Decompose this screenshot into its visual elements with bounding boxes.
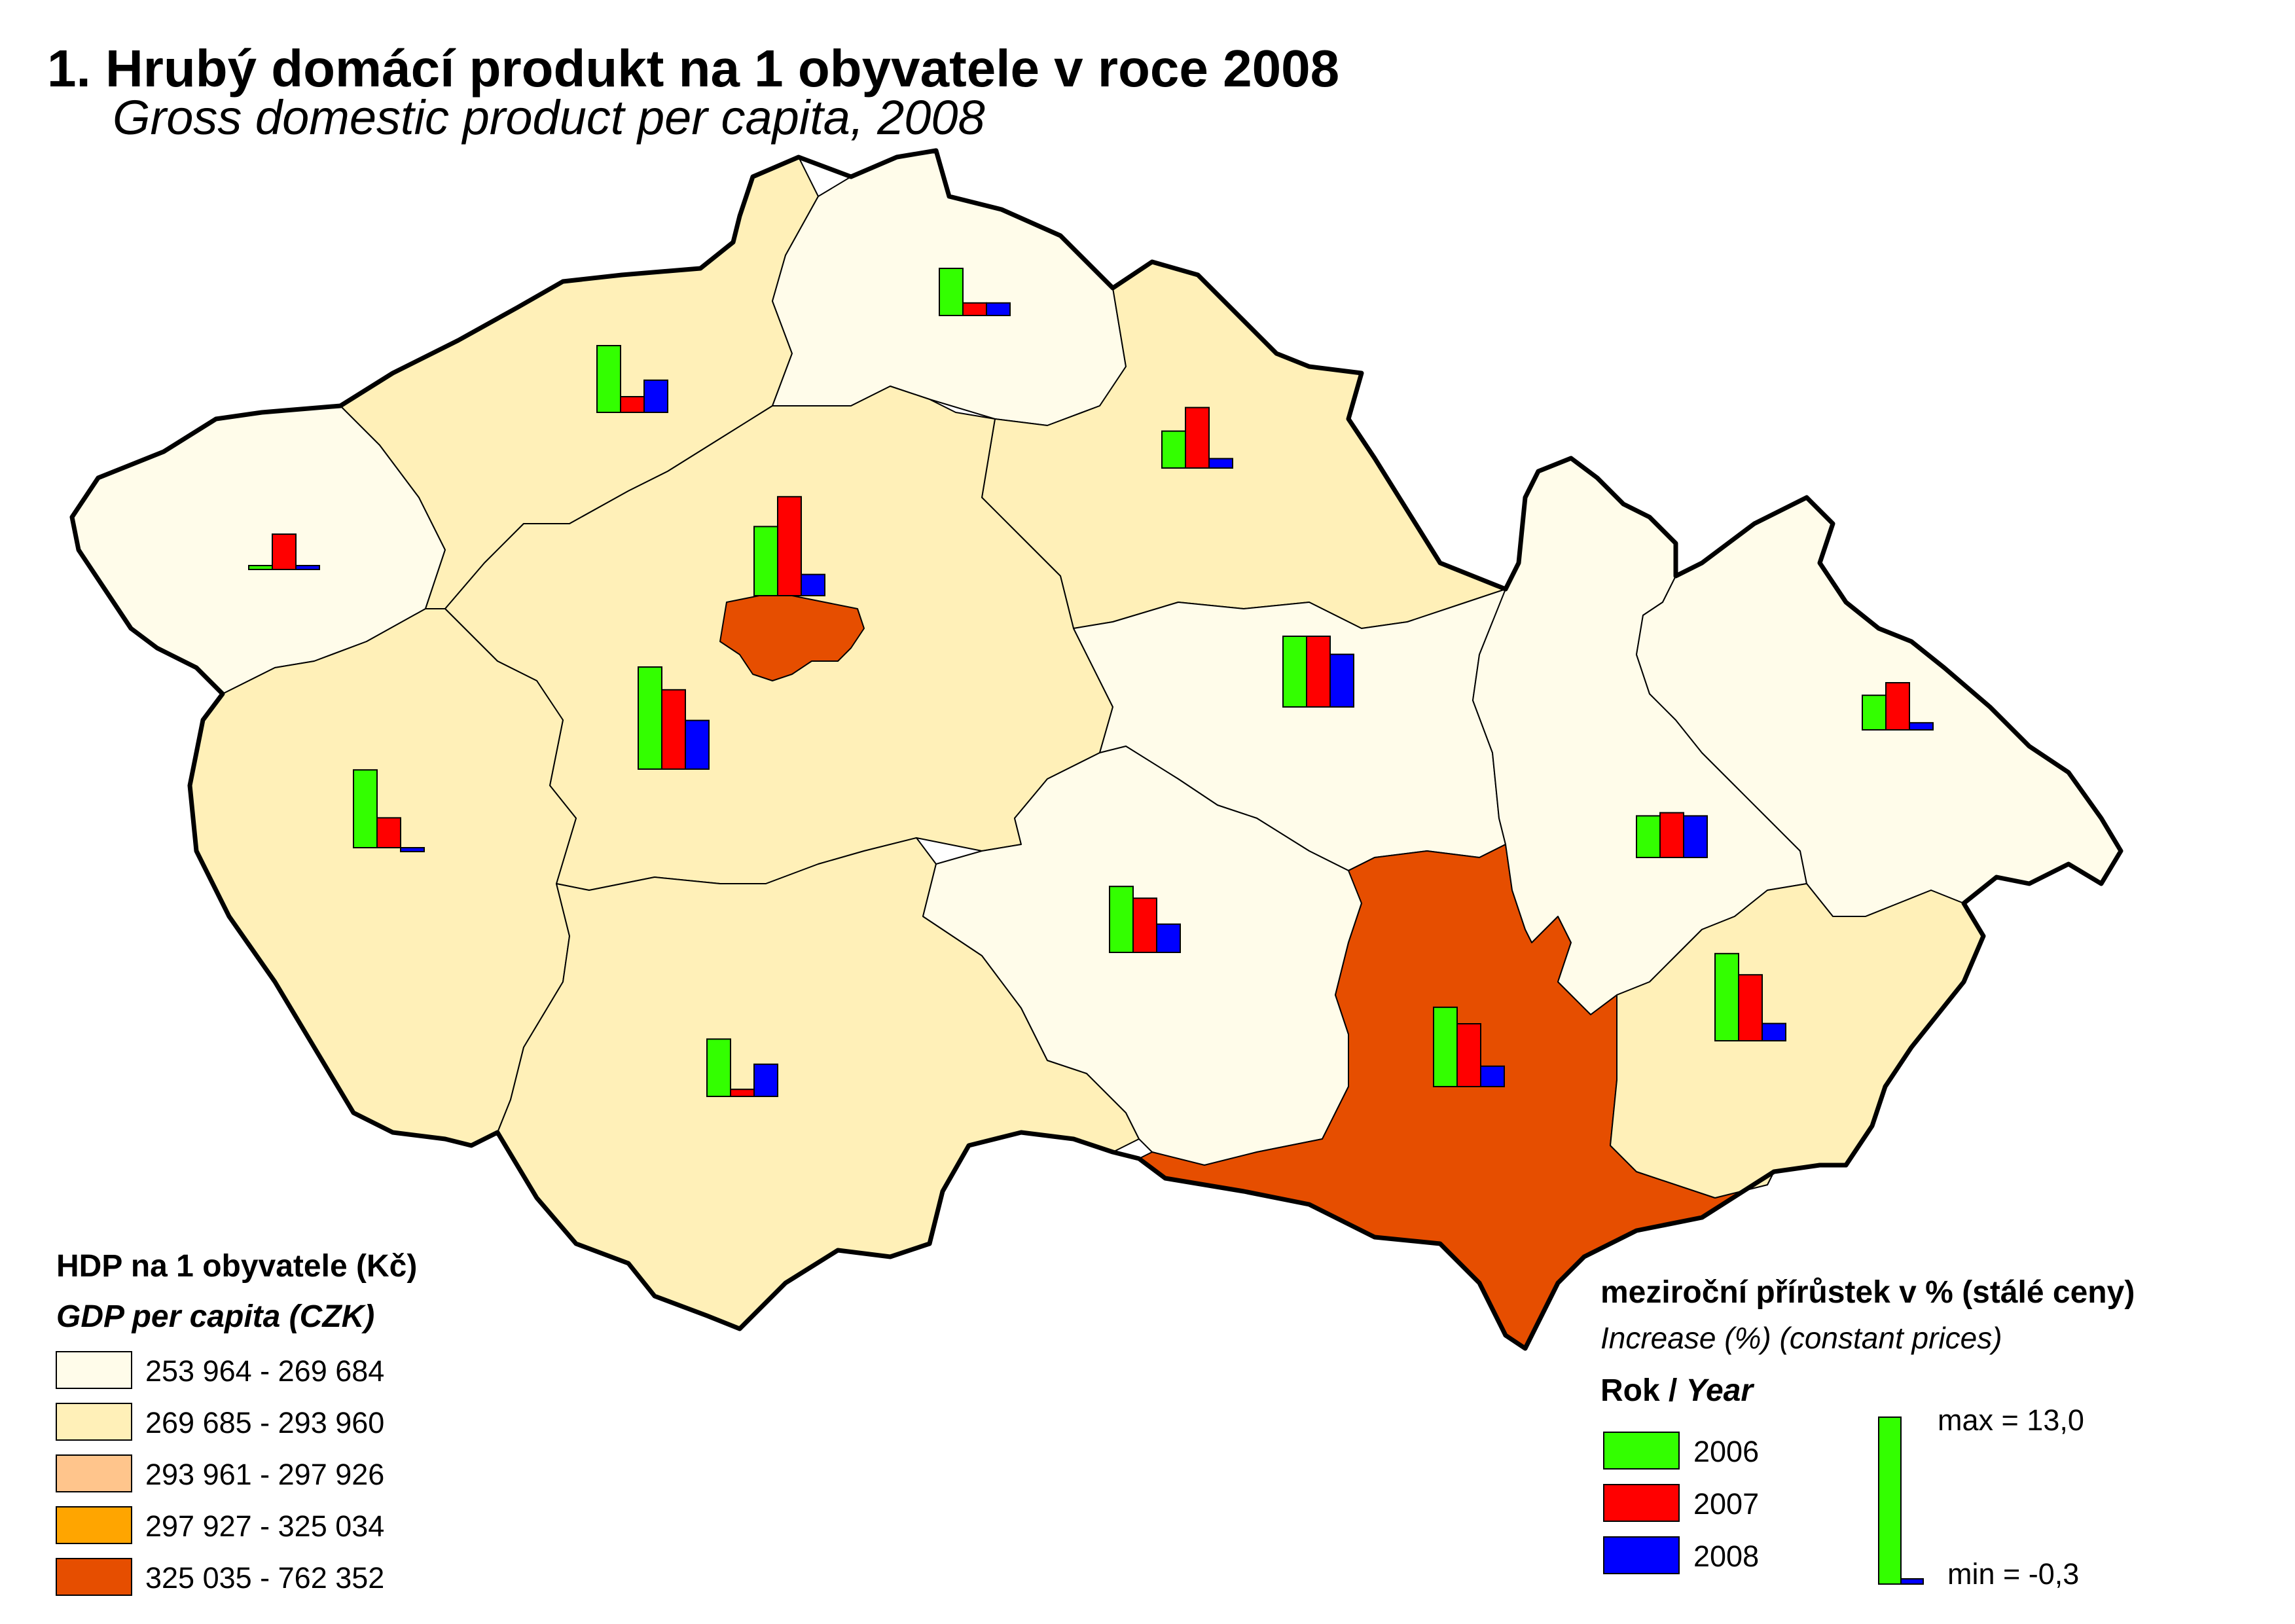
gdp-class-label: 325 035 - 762 352 — [145, 1561, 384, 1595]
growth-bar-2006 — [1282, 636, 1307, 708]
growth-bar-2007 — [1306, 636, 1331, 708]
growth-bar-2008 — [1208, 458, 1233, 469]
bar-chart-ústecký — [596, 345, 668, 413]
growth-bar-2006 — [939, 268, 964, 316]
state-border — [69, 148, 2123, 1351]
bar-chart-karlovarský — [248, 533, 320, 570]
scale-min-bar — [1900, 1578, 1924, 1585]
gdp-class-label: 297 927 - 325 034 — [145, 1509, 384, 1543]
growth-bar-2006 — [753, 526, 778, 597]
growth-bar-2006 — [1714, 952, 1739, 1042]
growth-bar-2008 — [400, 847, 425, 852]
gdp-legend-subtitle: GDP per capita (CZK) — [56, 1299, 374, 1334]
gdp-class-swatch — [56, 1558, 132, 1596]
growth-bar-2008 — [1480, 1065, 1505, 1088]
growth-bar-2006 — [353, 769, 378, 848]
gdp-class-label: 253 964 - 269 684 — [145, 1354, 384, 1388]
bar-chart-jihomoravský — [1433, 1006, 1505, 1088]
year-swatch-2006 — [1603, 1432, 1680, 1470]
gdp-class-label: 293 961 - 297 926 — [145, 1458, 384, 1491]
growth-bar-2008 — [1329, 653, 1354, 708]
year-swatch-2008 — [1603, 1536, 1680, 1574]
growth-bar-2007 — [1456, 1023, 1481, 1087]
bar-chart-praha — [753, 496, 825, 597]
gdp-class-swatch — [56, 1506, 132, 1544]
growth-bar-2008 — [1762, 1022, 1786, 1041]
growth-bar-2006 — [1862, 695, 1887, 731]
gdp-legend-title: HDP na 1 obyvatele (Kč) — [56, 1249, 417, 1284]
gdp-class-swatch — [56, 1351, 132, 1389]
growth-bar-2006 — [596, 345, 621, 413]
year-legend-title: Rok / Year — [1600, 1373, 1754, 1408]
map-subtitle: Gross domestic product per capita, 2008 — [113, 90, 985, 145]
year-swatch-2007 — [1603, 1484, 1680, 1522]
year-label-2007: 2007 — [1693, 1487, 1759, 1521]
region-plzensky — [189, 608, 577, 1146]
year-legend-title-cz: Rok / — [1600, 1373, 1677, 1408]
bar-chart-plzeňský — [353, 769, 425, 852]
growth-bar-2006 — [638, 666, 662, 770]
growth-legend-subtitle: Increase (%) (constant prices) — [1600, 1321, 2002, 1355]
growth-bar-2008 — [753, 1063, 778, 1098]
growth-bar-2008 — [1156, 923, 1181, 954]
region-praha — [719, 595, 865, 681]
bar-chart-zlínský — [1714, 952, 1786, 1042]
bar-chart-jihočeský — [706, 1038, 778, 1098]
growth-bar-2007 — [661, 689, 686, 770]
bar-chart-olomoucký — [1636, 812, 1708, 859]
bar-chart-liberecký — [939, 268, 1011, 316]
growth-legend: meziroční přírůstek v % (stálé ceny) Inc… — [1600, 1275, 2135, 1591]
scale-max-bar — [1878, 1416, 1902, 1585]
growth-bar-2007 — [376, 817, 401, 849]
year-label-2008: 2008 — [1693, 1540, 1759, 1573]
growth-bar-2006 — [1109, 886, 1134, 953]
growth-bar-2007 — [1132, 897, 1157, 953]
growth-bar-2007 — [1738, 974, 1763, 1041]
growth-bar-2008 — [986, 302, 1011, 316]
growth-legend-title: meziroční přírůstek v % (stálé ceny) — [1600, 1275, 2135, 1310]
growth-bar-2007 — [1185, 406, 1210, 469]
growth-bar-2007 — [272, 533, 297, 570]
growth-bar-2007 — [1659, 812, 1684, 858]
gdp-class-label: 269 685 - 293 960 — [145, 1406, 384, 1439]
bar-chart-pardubický — [1282, 636, 1354, 708]
growth-bar-2007 — [730, 1089, 755, 1097]
scale-min-label: min = -0,3 — [1947, 1557, 2079, 1591]
growth-bar-2008 — [295, 565, 320, 570]
growth-bar-2007 — [620, 396, 645, 413]
growth-bar-2008 — [685, 719, 710, 770]
year-label-2006: 2006 — [1693, 1435, 1759, 1468]
bar-chart-moravskoslezský — [1862, 682, 1934, 731]
map-title: 1. Hrubý domácí produkt na 1 obyvatele v… — [47, 39, 1339, 98]
growth-bar-2007 — [777, 496, 802, 596]
growth-bar-2008 — [1909, 722, 1934, 731]
gdp-class-swatch — [56, 1403, 132, 1441]
growth-bar-2008 — [801, 573, 825, 596]
growth-bar-2006 — [706, 1038, 731, 1098]
growth-bar-2007 — [962, 302, 987, 316]
growth-bar-2006 — [1636, 815, 1661, 859]
growth-bar-2008 — [643, 379, 668, 413]
growth-bar-2008 — [1683, 815, 1708, 859]
gdp-class-swatch — [56, 1454, 132, 1492]
growth-bar-2006 — [1161, 430, 1186, 469]
year-legend-title-en: Year — [1686, 1373, 1755, 1408]
gdp-legend: HDP na 1 obyvatele (Kč) GDP per capita (… — [56, 1249, 417, 1596]
bar-chart-středočeský — [638, 666, 710, 770]
growth-bar-2006 — [1433, 1006, 1458, 1088]
growth-bar-charts — [248, 268, 1934, 1098]
growth-bar-2007 — [1885, 682, 1910, 731]
bar-chart-vysočina — [1109, 886, 1181, 954]
scale-max-label: max = 13,0 — [1938, 1403, 2084, 1437]
growth-bar-2006 — [248, 565, 273, 570]
czech-regions-map — [69, 148, 2123, 1351]
bar-chart-královéhradecký — [1161, 406, 1233, 469]
